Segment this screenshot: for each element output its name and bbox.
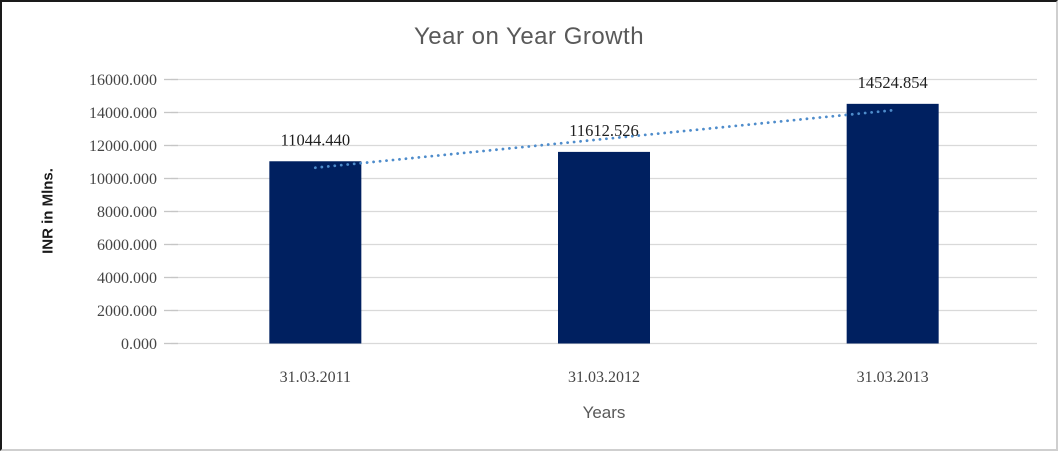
y-tick-label: 6000.000 (97, 237, 157, 254)
data-label: 11612.526 (569, 121, 639, 140)
y-tick-label: 0.000 (121, 336, 157, 353)
chart-title: Year on Year Growth (413, 23, 645, 50)
y-tick-label: 10000.000 (89, 171, 157, 188)
y-tick-label: 8000.000 (97, 204, 157, 221)
y-tick-label: 4000.000 (97, 270, 157, 287)
x-tick-label: 31.03.2013 (857, 369, 929, 386)
x-tick-label: 31.03.2011 (280, 369, 351, 386)
bar-31.03.2011 (269, 161, 362, 344)
y-tick-label: 2000.000 (97, 303, 157, 320)
data-label: 14524.854 (858, 73, 928, 92)
x-axis-title: Years (582, 403, 626, 422)
x-tick-label: 31.03.2012 (568, 369, 640, 386)
trendline-dotted (313, 108, 895, 170)
bar-31.03.2013 (846, 103, 939, 344)
y-tick-label: 12000.000 (89, 138, 157, 155)
y-tick-label: 14000.000 (89, 105, 157, 122)
bar-31.03.2012 (558, 151, 650, 344)
y-tick-label: 16000.000 (89, 72, 157, 89)
data-label: 11044.440 (281, 130, 351, 149)
